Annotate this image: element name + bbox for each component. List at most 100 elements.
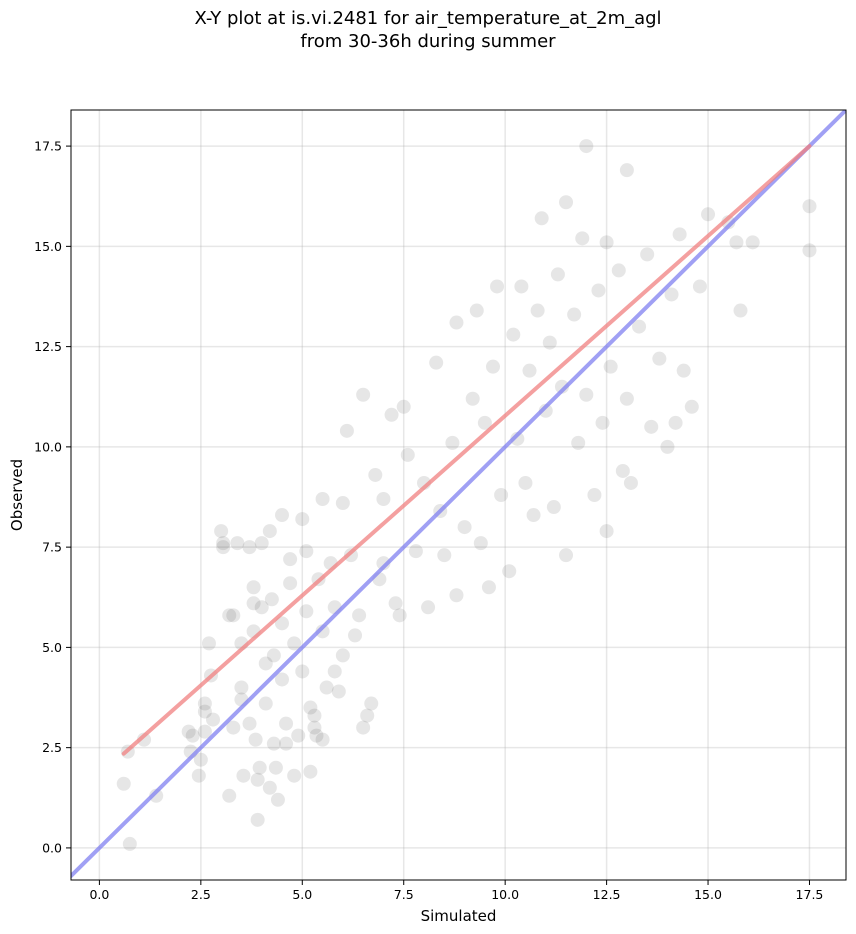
scatter-point — [575, 231, 590, 246]
scatter-point — [181, 724, 196, 739]
reference-lines — [71, 110, 846, 878]
scatter-point — [262, 524, 277, 539]
scatter-point — [611, 263, 626, 278]
scatter-point — [368, 467, 383, 482]
scatter-point — [514, 279, 529, 294]
scatter-point — [291, 728, 306, 743]
scatter-point — [274, 508, 289, 523]
scatter-point — [676, 363, 691, 378]
scatter-point — [619, 163, 634, 178]
scatter-point — [502, 564, 517, 579]
scatter-point — [149, 788, 164, 803]
scatter-point — [331, 684, 346, 699]
scatter-point — [315, 732, 330, 747]
scatter-point — [477, 415, 492, 430]
scatter-point — [554, 379, 569, 394]
scatter-point — [264, 592, 279, 607]
scatter-point — [266, 736, 281, 751]
y-tick-label: 15.0 — [34, 239, 62, 254]
scatter-point — [348, 628, 363, 643]
scatter-point — [473, 536, 488, 551]
scatter-point — [396, 399, 411, 414]
scatter-point — [567, 307, 582, 322]
scatter-point — [254, 600, 269, 615]
scatter-point — [632, 319, 647, 334]
x-tick-label: 5.0 — [292, 887, 312, 902]
scatter-point — [400, 447, 415, 462]
scatter-point — [664, 287, 679, 302]
scatter-point — [250, 812, 265, 827]
y-tick-label: 2.5 — [42, 740, 62, 755]
scatter-point — [595, 415, 610, 430]
scatter-point — [376, 492, 391, 507]
scatter-point — [623, 475, 638, 490]
identity-line — [71, 110, 846, 878]
scatter-point — [550, 267, 565, 282]
scatter-point — [191, 768, 206, 783]
scatter-point — [246, 596, 261, 611]
scatter-point — [335, 648, 350, 663]
scatter-point — [660, 439, 675, 454]
x-tick-label: 2.5 — [191, 887, 211, 902]
scatter-point — [733, 303, 748, 318]
scatter-point — [299, 544, 314, 559]
scatter-point — [197, 704, 212, 719]
scatter-point — [222, 788, 237, 803]
scatter-point — [534, 211, 549, 226]
scatter-point — [283, 552, 298, 567]
scatter-point — [429, 355, 444, 370]
scatter-point — [262, 780, 277, 795]
scatter-point — [599, 524, 614, 539]
x-tick-label: 0.0 — [89, 887, 109, 902]
y-axis-label: Observed — [8, 459, 26, 531]
scatter-point — [445, 435, 460, 450]
scatter-point — [234, 680, 249, 695]
scatter-point — [216, 536, 231, 551]
scatter-point — [591, 283, 606, 298]
scatter-point — [197, 696, 212, 711]
scatter-point — [254, 536, 269, 551]
scatter-point — [307, 720, 322, 735]
y-tick-label: 17.5 — [34, 139, 62, 154]
y-tick-label: 5.0 — [42, 640, 62, 655]
scatter-point — [287, 636, 302, 651]
scatter-point — [266, 648, 281, 663]
scatter-point — [258, 696, 273, 711]
x-tick-label: 7.5 — [394, 887, 414, 902]
plot-frame — [70, 109, 847, 881]
scatter-point — [802, 243, 817, 258]
scatter-point — [258, 656, 273, 671]
scatter-point — [510, 431, 525, 446]
scatter-point — [546, 500, 561, 515]
scatter-point — [222, 608, 237, 623]
scatter-point — [295, 512, 310, 527]
scatter-point — [490, 279, 505, 294]
scatter-point — [526, 508, 541, 523]
y-tick-label: 12.5 — [34, 339, 62, 354]
scatter-point — [327, 664, 342, 679]
scatter-point — [437, 548, 452, 563]
scatter-point — [335, 496, 350, 511]
chart-title-line-2: from 30-36h during summer — [300, 31, 556, 52]
x-tick-label: 10.0 — [491, 887, 519, 902]
chart-title-line-1: X-Y plot at is.vi.2481 for air_temperatu… — [194, 8, 662, 29]
scatter-point — [481, 580, 496, 595]
scatter-point — [197, 724, 212, 739]
scatter-point — [672, 227, 687, 242]
y-tick-label: 7.5 — [42, 540, 62, 555]
scatter-point — [506, 327, 521, 342]
scatter-point — [303, 764, 318, 779]
scatter-point — [252, 760, 267, 775]
scatter-point — [668, 415, 683, 430]
scatter-point — [242, 716, 257, 731]
scatter-point — [274, 616, 289, 631]
scatter-point — [559, 195, 574, 210]
scatter-point — [392, 608, 407, 623]
scatter-point — [274, 672, 289, 687]
scatter-point — [201, 636, 216, 651]
scatter-point — [494, 488, 509, 502]
scatter-point — [193, 752, 208, 767]
scatter-point — [295, 664, 310, 679]
scatter-point — [449, 588, 464, 603]
